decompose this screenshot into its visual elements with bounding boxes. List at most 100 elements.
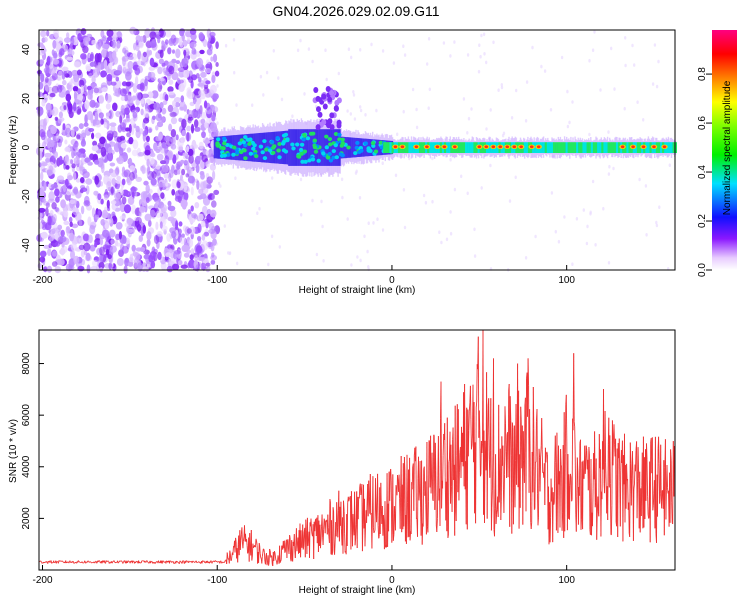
noise-speck — [449, 157, 452, 162]
noise-blob — [160, 204, 168, 214]
signal-core — [214, 136, 217, 159]
noise-blob — [161, 40, 165, 46]
line-strip — [578, 142, 581, 153]
noise-blob — [93, 190, 99, 196]
noise-blob — [53, 151, 58, 159]
noise-speck — [321, 224, 324, 229]
y-tick-label: 2000 — [21, 507, 32, 530]
line-strip — [672, 142, 675, 153]
noise-blob — [129, 253, 134, 262]
noise-blob — [212, 53, 218, 63]
noise-blob — [144, 149, 151, 156]
noise-blob — [175, 134, 179, 141]
noise-speck — [356, 255, 359, 259]
signal-core — [295, 129, 297, 166]
y-tick-label: 8000 — [21, 352, 32, 375]
noise-speck — [636, 100, 639, 104]
noise-blob — [95, 233, 101, 241]
snr-segment — [574, 426, 576, 455]
snr-segment — [409, 457, 411, 541]
noise-speck — [322, 259, 325, 263]
signal-burst — [321, 93, 327, 100]
snr-segment — [427, 501, 429, 533]
snr-segment — [291, 540, 293, 561]
noise-blob — [147, 71, 152, 80]
noise-speck — [571, 262, 574, 267]
noise-blob — [198, 89, 206, 97]
line-strip — [668, 142, 671, 153]
snr-segment — [283, 540, 286, 553]
noise-blob — [100, 218, 106, 226]
snr-segment — [246, 539, 248, 546]
noise-blob — [171, 263, 180, 271]
signal-blob — [310, 157, 316, 162]
noise-blob — [112, 50, 117, 60]
noise-blob — [45, 202, 50, 208]
snr-segment — [533, 508, 536, 510]
signal-blob — [379, 145, 384, 150]
hotspot-core — [435, 145, 440, 149]
noise-blob — [106, 29, 114, 38]
snr-segment — [663, 467, 666, 536]
hotspot-core — [400, 145, 405, 149]
noise-blob — [108, 262, 113, 270]
signal-core — [303, 129, 306, 166]
snr-segment — [118, 560, 121, 563]
x-tick-label: -200 — [32, 575, 52, 586]
noise-blob — [135, 98, 140, 106]
snr-segment — [661, 490, 663, 509]
noise-blob — [125, 71, 132, 81]
snr-segment — [284, 542, 287, 552]
line-strip — [611, 142, 614, 153]
snr-segment — [255, 538, 257, 541]
noise-blob — [210, 259, 216, 265]
noise-blob — [63, 220, 70, 226]
noise-blob — [156, 146, 163, 151]
snr-segment — [536, 408, 538, 494]
line-strip — [567, 142, 570, 153]
noise-blob — [132, 251, 139, 257]
noise-blob — [131, 95, 137, 101]
snr-segment — [123, 560, 126, 563]
noise-speck — [515, 88, 518, 93]
hotspot-core — [512, 145, 517, 149]
noise-speck — [575, 217, 579, 221]
snr-segment — [541, 418, 543, 450]
snr-segment — [294, 545, 297, 559]
snr-segment — [239, 540, 242, 550]
line-strip — [471, 142, 474, 153]
snr-segment — [302, 546, 305, 550]
noise-blob — [70, 250, 75, 260]
noise-blob — [170, 117, 178, 125]
noise-blob — [94, 175, 100, 185]
noise-blob — [149, 40, 157, 48]
snr-segment — [525, 378, 527, 512]
snr-segment — [99, 561, 101, 564]
noise-speck — [602, 206, 605, 211]
signal-core — [254, 133, 256, 162]
snr-segment — [261, 553, 264, 557]
noise-blob — [128, 136, 134, 145]
signal-blob — [327, 152, 332, 156]
noise-blob — [73, 61, 81, 68]
snr-segment — [154, 562, 157, 564]
snr-segment — [276, 562, 278, 565]
noise-blob — [127, 261, 134, 267]
noise-blob — [89, 224, 96, 235]
snr-segment — [104, 560, 106, 564]
snr-segment — [382, 514, 385, 522]
signal-burst — [315, 124, 321, 131]
signal-core — [227, 135, 229, 160]
snr-segment — [619, 470, 622, 527]
snr-segment — [350, 491, 353, 516]
snr-segment — [631, 451, 634, 471]
noise-blob — [120, 143, 127, 149]
noise-blob — [85, 252, 91, 261]
noise-blob — [191, 47, 197, 55]
snr-segment — [145, 560, 147, 563]
snr-segment — [659, 493, 661, 504]
signal-core — [330, 129, 332, 166]
noise-blob — [39, 59, 45, 65]
line-strip — [431, 142, 434, 153]
snr-segment — [155, 561, 157, 563]
